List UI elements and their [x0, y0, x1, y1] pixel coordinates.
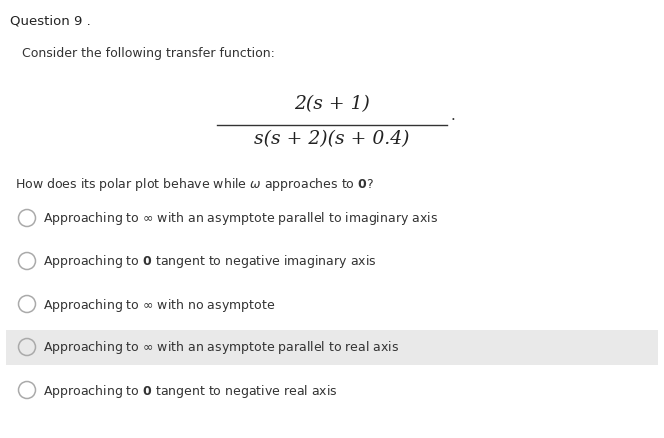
Text: Approaching to $\bf{0}$ tangent to negative imaginary axis: Approaching to $\bf{0}$ tangent to negat… [43, 253, 376, 270]
Text: Approaching to $\infty$ with an asymptote parallel to real axis: Approaching to $\infty$ with an asymptot… [43, 339, 399, 356]
Text: .: . [451, 109, 456, 123]
Text: Question 9 .: Question 9 . [10, 15, 91, 28]
Text: How does its polar plot behave while $\mathit{\omega}$ approaches to $\bf{0}$?: How does its polar plot behave while $\m… [15, 176, 374, 193]
Text: Approaching to $\bf{0}$ tangent to negative real axis: Approaching to $\bf{0}$ tangent to negat… [43, 381, 337, 399]
Text: Approaching to $\infty$ with no asymptote: Approaching to $\infty$ with no asymptot… [43, 296, 275, 313]
Text: 2(s + 1): 2(s + 1) [294, 95, 370, 113]
Text: s(s + 2)(s + 0.4): s(s + 2)(s + 0.4) [254, 130, 410, 148]
Text: Approaching to $\infty$ with an asymptote parallel to imaginary axis: Approaching to $\infty$ with an asymptot… [43, 210, 438, 227]
Text: Consider the following transfer function:: Consider the following transfer function… [22, 47, 275, 60]
FancyBboxPatch shape [6, 330, 658, 365]
